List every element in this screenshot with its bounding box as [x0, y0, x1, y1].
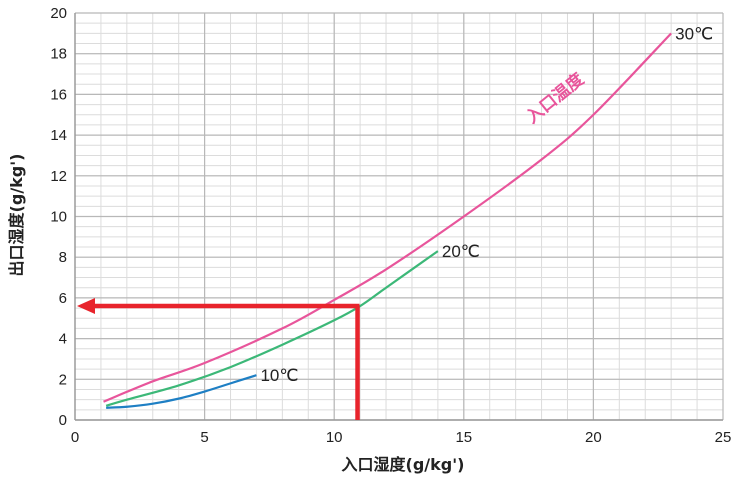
y-tick-label: 8	[59, 249, 67, 266]
series-label-0: 10℃	[260, 366, 298, 385]
x-tick-label: 10	[326, 429, 343, 446]
series-line-1	[105, 250, 439, 407]
curve-label: 入口温度	[522, 68, 589, 128]
y-tick-label: 20	[50, 5, 67, 22]
x-axis-label: 入口湿度(g/kg')	[342, 455, 465, 474]
y-tick-label: 0	[59, 412, 67, 429]
y-tick-label: 10	[50, 209, 67, 226]
series-lines	[103, 32, 672, 409]
y-tick-label: 18	[50, 46, 67, 63]
reading-arrow	[77, 298, 360, 420]
y-tick-label: 6	[59, 290, 67, 307]
arrow-head	[77, 298, 95, 315]
axis-tick-labels: 0 5 10 15 20 25 0 2 4 6 8 10 12 14 16 18 20	[50, 5, 731, 446]
series-label-2: 30℃	[675, 24, 713, 43]
series-label-1: 20℃	[442, 242, 480, 261]
y-tick-label: 4	[59, 331, 67, 348]
y-tick-label: 2	[59, 371, 67, 388]
y-tick-label: 12	[50, 168, 67, 185]
y-tick-label: 16	[50, 86, 67, 103]
series-line-2	[103, 32, 672, 403]
x-tick-label: 20	[585, 429, 602, 446]
series-line-0	[106, 374, 257, 409]
x-tick-label: 5	[200, 429, 208, 446]
y-tick-label: 14	[50, 127, 67, 144]
x-tick-label: 25	[715, 429, 731, 446]
x-tick-label: 15	[455, 429, 472, 446]
x-tick-label: 0	[71, 429, 79, 446]
y-axis-label: 出口湿度(g/kg')	[7, 154, 26, 277]
major-gridlines	[74, 12, 724, 421]
